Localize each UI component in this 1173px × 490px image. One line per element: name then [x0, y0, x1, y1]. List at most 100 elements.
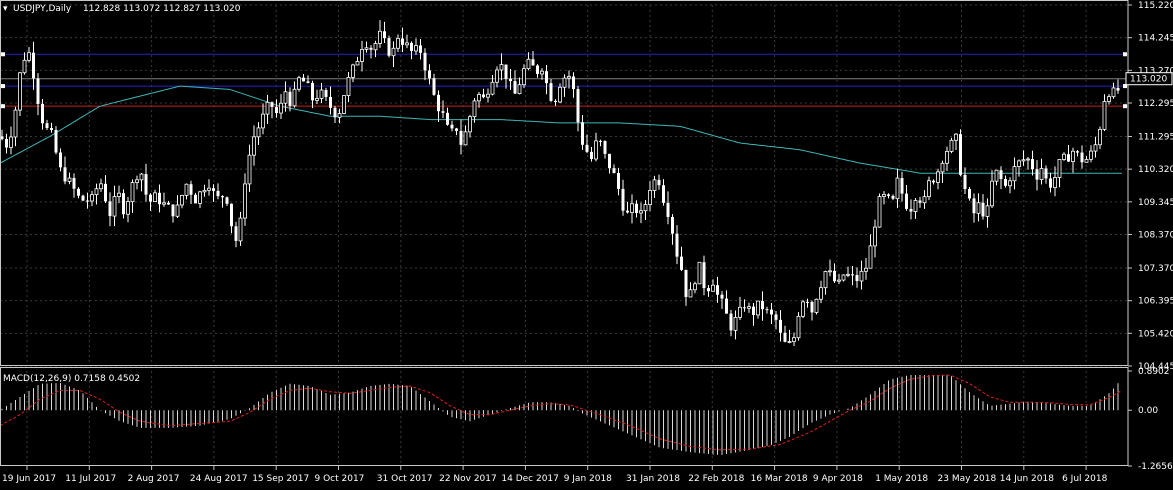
- candle: [50, 122, 53, 133]
- level-handle-left-0[interactable]: [1, 52, 5, 57]
- candle: [477, 91, 481, 108]
- symbol-label: USDJPY,Daily: [13, 4, 72, 14]
- candle: [238, 211, 243, 246]
- candle: [261, 103, 265, 135]
- candle: [540, 68, 544, 80]
- candle: [1039, 158, 1044, 185]
- candle: [468, 114, 472, 138]
- candle: [158, 184, 161, 213]
- candle: [814, 298, 819, 315]
- macd-axis-labels: 0.8902 0.00 -1.2656: [1128, 367, 1173, 472]
- candle: [292, 81, 297, 108]
- candle: [626, 201, 629, 214]
- candle: [536, 64, 539, 78]
- candle: [207, 179, 211, 196]
- level-handle-right-3[interactable]: [1123, 104, 1127, 109]
- candle: [189, 180, 193, 205]
- candle: [680, 246, 683, 271]
- candle: [729, 309, 733, 337]
- candle: [1031, 150, 1034, 176]
- candle: [243, 173, 247, 226]
- candle: [234, 221, 238, 248]
- level-handle-right-2[interactable]: [1123, 84, 1127, 89]
- candle: [428, 64, 431, 85]
- price-tick-label: 112.295: [1138, 99, 1173, 109]
- candle: [1116, 79, 1120, 94]
- candle: [652, 175, 657, 198]
- price-tick-label: 114.245: [1138, 34, 1173, 44]
- price-tick-label: 104.445: [1138, 362, 1173, 372]
- signal-line: [0, 374, 1123, 451]
- chevron-down-icon[interactable]: ▾: [3, 4, 8, 14]
- candle: [495, 66, 499, 88]
- candle: [940, 160, 945, 183]
- candle: [630, 194, 634, 224]
- candle: [306, 75, 310, 84]
- candle: [716, 276, 719, 303]
- candle: [513, 70, 517, 94]
- candle: [99, 178, 103, 192]
- price-tick-label: 106.395: [1138, 297, 1173, 307]
- time-tick-label: 31 Jan 2018: [626, 474, 680, 484]
- candle: [167, 200, 170, 205]
- candle: [590, 146, 593, 162]
- time-tick-label: 1 May 2018: [875, 474, 928, 484]
- candle: [490, 75, 495, 96]
- candle: [747, 302, 751, 313]
- candle: [851, 265, 854, 286]
- candle: [509, 68, 512, 90]
- time-tick-label: 22 Feb 2018: [688, 474, 744, 484]
- candle: [351, 63, 355, 83]
- level-handle-left-3[interactable]: [1, 104, 5, 109]
- candle: [603, 140, 607, 159]
- time-tick-label: 24 Aug 2017: [190, 474, 248, 484]
- candle: [576, 86, 580, 132]
- price-tick-label: 115.220: [1138, 1, 1173, 11]
- candle: [945, 146, 949, 172]
- candle: [94, 183, 99, 205]
- candle: [1102, 94, 1107, 132]
- level-handle-left-2[interactable]: [1, 84, 5, 89]
- macd-signal-line: [0, 374, 1123, 451]
- candle: [162, 192, 166, 207]
- candle: [1071, 147, 1075, 173]
- candle: [783, 325, 787, 343]
- macd-histogram: [1, 374, 1119, 455]
- candle: [1093, 136, 1098, 158]
- candle: [774, 310, 778, 330]
- time-tick-label: 11 Jul 2017: [65, 474, 116, 484]
- price-tick-label: 105.420: [1138, 329, 1173, 339]
- candle: [324, 87, 328, 101]
- candle: [733, 310, 738, 340]
- candle: [671, 214, 674, 245]
- candle: [922, 190, 927, 209]
- candle: [599, 139, 602, 147]
- candle: [1076, 150, 1079, 157]
- candle: [796, 312, 801, 341]
- candle: [139, 173, 144, 192]
- candle: [414, 38, 418, 55]
- candle: [1004, 175, 1007, 188]
- candle: [441, 100, 445, 119]
- candle: [319, 82, 324, 104]
- candle: [112, 185, 117, 227]
- candle: [329, 86, 332, 115]
- candle: [171, 204, 175, 223]
- candle: [230, 203, 233, 234]
- candle: [279, 94, 283, 119]
- candle: [828, 259, 832, 277]
- candle: [1111, 82, 1116, 99]
- candle: [180, 194, 184, 209]
- candle: [0, 129, 4, 141]
- candle: [621, 179, 625, 216]
- ma-line: [0, 85, 1122, 174]
- candle: [756, 300, 760, 319]
- candle: [697, 261, 702, 285]
- candle: [225, 196, 229, 206]
- level-handle-right-0[interactable]: [1123, 52, 1127, 57]
- candle: [486, 88, 490, 103]
- price-tick-label: 109.345: [1138, 198, 1173, 208]
- candle: [949, 137, 954, 154]
- candle: [283, 81, 288, 112]
